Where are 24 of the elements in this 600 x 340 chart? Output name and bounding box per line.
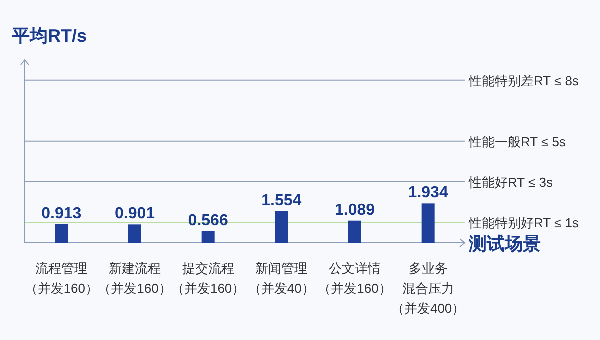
bar — [128, 224, 142, 243]
data-label: 1.554 — [262, 192, 302, 210]
x-axis-title: 测试场景 — [468, 234, 541, 254]
x-tick-label: 新建流程（并发160） — [98, 261, 172, 296]
bar — [348, 220, 362, 243]
data-label: 1.089 — [334, 202, 376, 219]
bar — [55, 224, 68, 243]
ref-line-label: 性能特别好RT ≤ 1s — [468, 216, 580, 231]
data-label: 0.566 — [188, 212, 228, 230]
data-label: 0.901 — [114, 206, 156, 223]
x-tick-label: 新闻管理（并发40） — [248, 261, 315, 296]
ref-line-label: 性能一般RT ≤ 5s — [468, 134, 566, 150]
ref-line-label: 性能特别差RT ≤ 8s — [468, 73, 580, 88]
x-tick-label: 提交流程（并发160） — [171, 261, 246, 296]
bar — [275, 211, 288, 243]
x-tick-label: 公文详情（并发160） — [318, 261, 392, 296]
data-label: 0.913 — [42, 205, 82, 222]
bar — [422, 204, 435, 243]
x-tick-label: 多业务混合压力（并发400） — [391, 261, 466, 316]
ref-line-label: 性能好RT ≤ 3s — [468, 175, 554, 190]
bar — [202, 231, 215, 243]
data-label: 1.934 — [408, 184, 448, 202]
y-axis-title: 平均RT/s — [11, 26, 88, 46]
x-tick-label: 流程管理（并发160） — [24, 261, 99, 296]
